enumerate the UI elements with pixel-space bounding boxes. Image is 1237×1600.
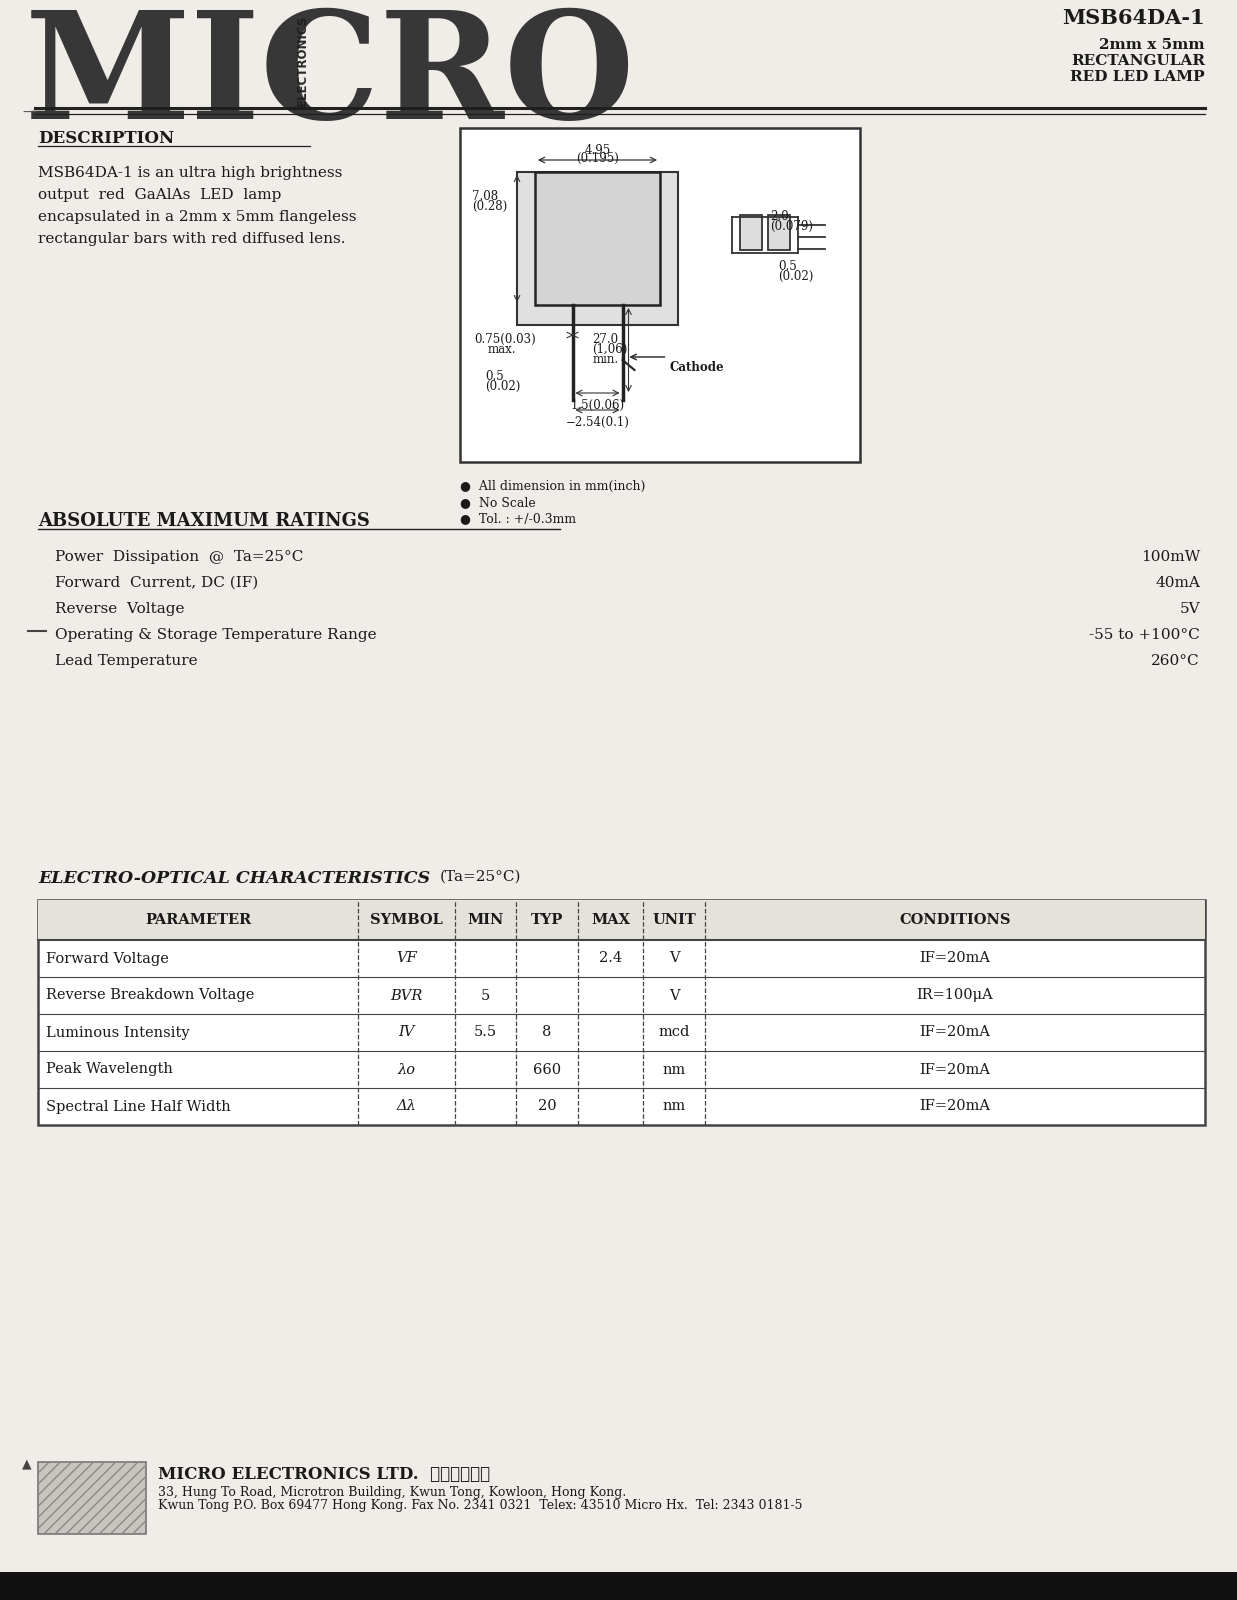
Bar	[38, 899, 1205, 1125]
Text: (Ta=25°C): (Ta=25°C)	[440, 870, 522, 883]
Text: RECTANGULAR: RECTANGULAR	[1071, 54, 1205, 67]
Text: UNIT: UNIT	[652, 914, 696, 926]
Text: 0.5: 0.5	[778, 259, 797, 274]
Text: VF: VF	[396, 952, 417, 965]
Text: (0.02): (0.02)	[778, 270, 814, 283]
Text: Forward Voltage: Forward Voltage	[46, 952, 169, 965]
Text: Cathode: Cathode	[669, 362, 724, 374]
Text: mcd: mcd	[658, 1026, 690, 1040]
Text: MIN: MIN	[468, 914, 503, 926]
Text: BVR: BVR	[391, 989, 423, 1003]
Text: nm: nm	[662, 1099, 685, 1114]
Text: Operating & Storage Temperature Range: Operating & Storage Temperature Range	[54, 627, 376, 642]
Text: MSB64DA-1: MSB64DA-1	[1063, 8, 1205, 27]
Text: -55 to +100°C: -55 to +100°C	[1090, 627, 1200, 642]
Text: 0.75(0.03): 0.75(0.03)	[474, 333, 536, 346]
Text: IV: IV	[398, 1026, 414, 1040]
Text: Luminous Intensity: Luminous Intensity	[46, 1026, 189, 1040]
Bar	[768, 214, 790, 250]
Text: PARAMETER: PARAMETER	[145, 914, 251, 926]
Bar	[534, 171, 661, 306]
Text: ELECTRONICS: ELECTRONICS	[296, 14, 308, 106]
Text: ●  All dimension in mm(inch): ● All dimension in mm(inch)	[460, 480, 646, 493]
Text: (0.28): (0.28)	[473, 200, 507, 213]
Text: CONDITIONS: CONDITIONS	[899, 914, 1011, 926]
Text: 8: 8	[542, 1026, 552, 1040]
Text: 5.5: 5.5	[474, 1026, 497, 1040]
Text: TYP: TYP	[531, 914, 563, 926]
Text: 1.5(0.06): 1.5(0.06)	[570, 398, 625, 411]
Text: Peak Wavelength: Peak Wavelength	[46, 1062, 173, 1077]
Text: 33, Hung To Road, Microtron Building, Kwun Tong, Kowloon, Hong Kong.: 33, Hung To Road, Microtron Building, Kw…	[158, 1486, 626, 1499]
Text: MICRO ELECTRONICS LTD.  美科有限公司: MICRO ELECTRONICS LTD. 美科有限公司	[158, 1466, 490, 1483]
Text: nm: nm	[662, 1062, 685, 1077]
Text: IF=20mA: IF=20mA	[919, 1026, 991, 1040]
Text: DESCRIPTION: DESCRIPTION	[38, 130, 174, 147]
Text: output  red  GaAlAs  LED  lamp: output red GaAlAs LED lamp	[38, 187, 281, 202]
Text: −2.54(0.1): −2.54(0.1)	[565, 416, 630, 429]
Text: IF=20mA: IF=20mA	[919, 1099, 991, 1114]
Text: MAX: MAX	[591, 914, 630, 926]
Text: (0.02): (0.02)	[485, 379, 521, 394]
Bar	[38, 1462, 146, 1534]
Text: Forward  Current, DC (IF): Forward Current, DC (IF)	[54, 576, 259, 590]
Text: ELECTRO-OPTICAL CHARACTERISTICS: ELECTRO-OPTICAL CHARACTERISTICS	[38, 870, 430, 886]
Text: Lead Temperature: Lead Temperature	[54, 654, 198, 669]
Text: 260°C: 260°C	[1152, 654, 1200, 669]
Text: max.: max.	[489, 342, 517, 357]
Text: 20: 20	[538, 1099, 557, 1114]
Text: V: V	[669, 952, 679, 965]
Text: λo: λo	[397, 1062, 416, 1077]
Text: Kwun Tong P.O. Box 69477 Hong Kong. Fax No. 2341 0321  Telex: 43510 Micro Hx.  T: Kwun Tong P.O. Box 69477 Hong Kong. Fax …	[158, 1499, 803, 1512]
Text: —: —	[22, 106, 36, 120]
Text: 5: 5	[481, 989, 490, 1003]
Text: 2.4: 2.4	[599, 952, 622, 965]
Text: 100mW: 100mW	[1141, 550, 1200, 565]
Text: Reverse  Voltage: Reverse Voltage	[54, 602, 184, 616]
Text: SYMBOL: SYMBOL	[370, 914, 443, 926]
Text: 40mA: 40mA	[1155, 576, 1200, 590]
Text: ▲: ▲	[22, 1458, 32, 1470]
Text: V: V	[669, 989, 679, 1003]
Text: 27.0: 27.0	[593, 333, 618, 346]
Bar	[740, 214, 762, 250]
Bar	[460, 128, 860, 462]
Text: MICRO: MICRO	[25, 5, 636, 150]
Text: 2mm x 5mm: 2mm x 5mm	[1100, 38, 1205, 51]
Text: (1.06): (1.06)	[593, 342, 628, 357]
Text: IR=100μA: IR=100μA	[917, 989, 993, 1003]
Text: IF=20mA: IF=20mA	[919, 1062, 991, 1077]
Text: ●  Tol. : +/-0.3mm: ● Tol. : +/-0.3mm	[460, 512, 576, 525]
Text: MSB64DA-1 is an ultra high brightness: MSB64DA-1 is an ultra high brightness	[38, 166, 343, 179]
Text: 2.0: 2.0	[769, 210, 789, 222]
Text: Power  Dissipation  @  Ta=25°C: Power Dissipation @ Ta=25°C	[54, 550, 303, 565]
Text: (0.195): (0.195)	[576, 152, 618, 165]
Text: Δλ: Δλ	[397, 1099, 417, 1114]
Text: ●  No Scale: ● No Scale	[460, 496, 536, 509]
Text: 660: 660	[533, 1062, 562, 1077]
Bar	[517, 171, 678, 325]
Text: min.: min.	[593, 354, 618, 366]
Text: Reverse Breakdown Voltage: Reverse Breakdown Voltage	[46, 989, 255, 1003]
Text: (0.079): (0.079)	[769, 219, 813, 234]
Text: RED LED LAMP: RED LED LAMP	[1070, 70, 1205, 83]
Text: encapsulated in a 2mm x 5mm flangeless: encapsulated in a 2mm x 5mm flangeless	[38, 210, 356, 224]
Text: 0.5: 0.5	[485, 370, 503, 382]
Text: IF=20mA: IF=20mA	[919, 952, 991, 965]
Bar	[0, 1571, 1237, 1600]
Text: 4.95: 4.95	[584, 144, 611, 157]
Bar	[38, 1462, 146, 1534]
Text: 5V: 5V	[1179, 602, 1200, 616]
Text: 7.08: 7.08	[473, 190, 499, 203]
Text: rectangular bars with red diffused lens.: rectangular bars with red diffused lens.	[38, 232, 345, 246]
Bar	[38, 899, 1205, 939]
Text: Spectral Line Half Width: Spectral Line Half Width	[46, 1099, 231, 1114]
Text: ABSOLUTE MAXIMUM RATINGS: ABSOLUTE MAXIMUM RATINGS	[38, 512, 370, 530]
